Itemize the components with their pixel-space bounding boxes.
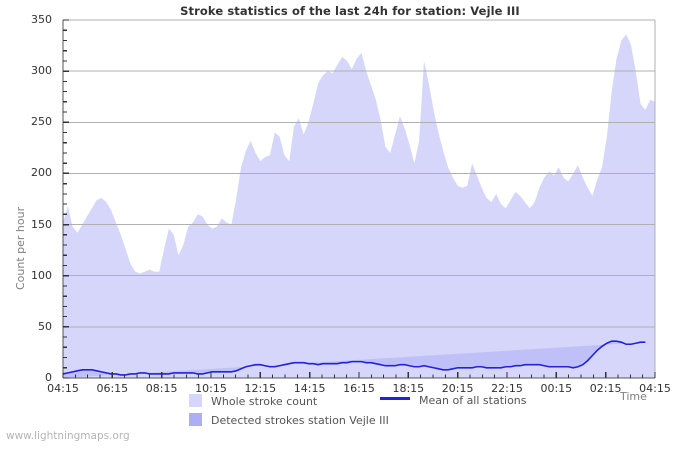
y-tick-label: 350 (31, 13, 52, 26)
x-tick-label: 22:15 (491, 382, 523, 395)
legend-swatch-mean-of-all-stations (380, 397, 410, 400)
x-tick-label: 10:15 (195, 382, 227, 395)
y-tick-label: 0 (45, 371, 52, 384)
area-whole-stroke-count (63, 34, 655, 378)
legend-item-mean-of-all-stations[interactable]: Mean of all stations (380, 394, 527, 407)
y-tick-label: 300 (31, 64, 52, 78)
x-tick-label: 08:15 (145, 382, 178, 395)
x-axis-label: Time (620, 390, 647, 403)
x-tick-label: 16:15 (343, 382, 375, 395)
x-tick-label: 02:15 (589, 382, 622, 395)
x-tick-label: 06:15 (96, 382, 129, 395)
y-tick-label: 250 (31, 115, 52, 129)
x-tick-label: 18:15 (392, 382, 425, 395)
legend-label-detected-strokes-station: Detected strokes station Vejle III (211, 414, 389, 427)
area-detected-strokes-station (63, 341, 646, 378)
legend-swatch-detected-strokes-station (189, 413, 202, 426)
legend-label-mean-of-all-stations: Mean of all stations (419, 394, 527, 407)
x-tick-label: 12:15 (244, 382, 277, 395)
y-tick-label: 150 (31, 217, 52, 231)
y-tick-label: 200 (31, 166, 52, 180)
x-tick-label: 04:15 (47, 382, 79, 395)
x-tick-label: 20:15 (441, 382, 474, 395)
legend-label-whole-stroke-count: Whole stroke count (211, 395, 318, 408)
legend-item-detected-strokes-station[interactable]: Detected strokes station Vejle III (189, 413, 389, 427)
line-mean-of-all-stations (62, 340, 646, 376)
chart-title: Stroke statistics of the last 24h for st… (180, 4, 520, 18)
legend-item-whole-stroke-count[interactable]: Whole stroke count (189, 394, 317, 408)
y-tick-label: 50 (38, 319, 52, 333)
x-tick-label: 04:15 (639, 382, 671, 395)
legend-swatch-whole-stroke-count (189, 394, 202, 407)
chart-legend: Whole stroke count Mean of all stations … (0, 392, 700, 432)
watermark: www.lightningmaps.org (6, 430, 130, 442)
x-tick-label: 14:15 (293, 382, 326, 395)
y-tick-label: 100 (31, 268, 52, 282)
x-tick-label: 00:15 (540, 382, 573, 395)
